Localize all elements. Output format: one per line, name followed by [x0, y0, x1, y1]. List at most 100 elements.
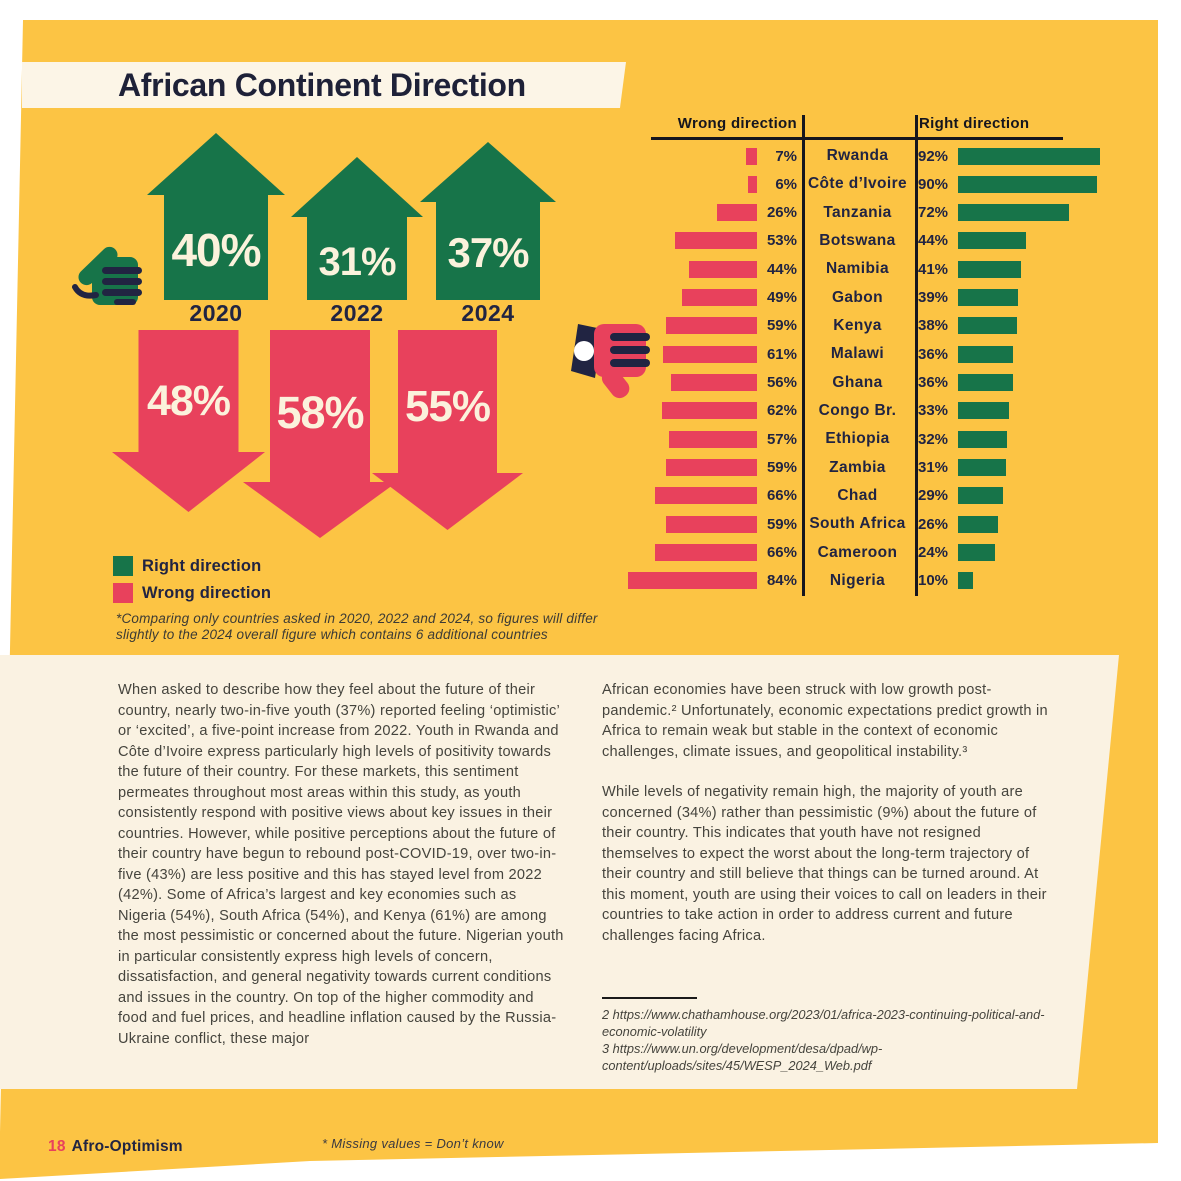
- article-right-column: African economies have been struck with …: [602, 680, 1050, 966]
- right-direction-cell: 92%: [918, 142, 1110, 170]
- wrong-direction-bar: [681, 289, 757, 307]
- wrong-direction-cell: 59%: [628, 312, 797, 340]
- right-direction-arrow: 40%: [147, 133, 285, 300]
- title-banner: African Continent Direction: [22, 62, 626, 108]
- wrong-direction-arrow: 55%: [372, 330, 523, 530]
- column-divider: [802, 115, 805, 596]
- right-direction-value: 39%: [918, 289, 949, 307]
- wrong-direction-arrow: 58%: [243, 330, 397, 538]
- country-label: Rwanda: [826, 147, 889, 164]
- right-direction-arrow: 37%: [420, 142, 556, 300]
- table-row: 66% Chad 29%: [628, 482, 1110, 510]
- right-direction-arrow: 31%: [291, 157, 423, 300]
- right-direction-cell: 33%: [918, 397, 1110, 425]
- right-direction-value: 38%: [918, 317, 949, 335]
- article-left-column: When asked to describe how they feel abo…: [118, 680, 566, 1069]
- right-direction-cell: 38%: [918, 312, 1110, 340]
- page-footer: 18 Afro-Optimism: [48, 1138, 183, 1156]
- paragraph: African economies have been struck with …: [602, 682, 1048, 760]
- wrong-direction-bar: [666, 515, 757, 533]
- wrong-direction-value: 7%: [775, 147, 797, 165]
- wrong-direction-bar: [675, 232, 757, 250]
- right-direction-bar: [958, 147, 1100, 165]
- legend-swatch-right-direction: [113, 556, 133, 576]
- wrong-direction-cell: 57%: [628, 425, 797, 453]
- country-label: Cameroon: [817, 543, 898, 561]
- right-direction-cell: 39%: [918, 284, 1110, 312]
- thumbs-down-icon: [571, 324, 650, 399]
- right-direction-value: 92%: [918, 147, 949, 165]
- table-row: 56% Ghana 36%: [628, 369, 1110, 397]
- right-direction-bar: [958, 260, 1022, 278]
- thumbs-up-icon: [72, 246, 142, 305]
- wrong-direction-bar: [747, 175, 757, 193]
- wrong-direction-bar: [628, 572, 758, 590]
- report-title: Afro-Optimism: [71, 1138, 183, 1155]
- wrong-direction-cell: 44%: [628, 255, 797, 283]
- right-direction-value: 26%: [918, 515, 949, 533]
- wrong-direction-bar: [670, 374, 757, 392]
- wrong-direction-bar: [655, 544, 757, 562]
- wrong-direction-value: 61%: [766, 345, 797, 363]
- right-direction-value: 24%: [918, 544, 949, 562]
- country-label: Zambia: [829, 458, 886, 476]
- right-direction-cell: 36%: [918, 340, 1110, 368]
- table-row: 49% Gabon 39%: [628, 284, 1110, 312]
- page-title: African Continent Direction: [118, 67, 526, 103]
- country-label: Ethiopia: [825, 430, 890, 448]
- wrong-direction-value: 66%: [766, 487, 797, 505]
- right-direction-bar: [958, 402, 1009, 420]
- right-direction-cell: 44%: [918, 227, 1110, 255]
- paragraph: While levels of negativity remain high, …: [602, 784, 1047, 944]
- footnote-divider: [602, 997, 697, 999]
- arrow-value-label: 58%: [276, 387, 364, 438]
- wrong-direction-value: 59%: [766, 515, 797, 533]
- wrong-direction-cell: 66%: [628, 482, 797, 510]
- wrong-direction-value: 66%: [766, 544, 797, 562]
- right-direction-bar: [958, 232, 1026, 250]
- column-header-right: Right direction: [919, 115, 1030, 132]
- country-label: Kenya: [833, 316, 882, 334]
- wrong-direction-arrow: 48%: [112, 330, 265, 512]
- wrong-direction-bar: [669, 430, 757, 448]
- legend-item-wrong-direction: Wrong direction: [113, 582, 271, 604]
- arrow-value-label: 40%: [171, 224, 261, 276]
- wrong-direction-value: 49%: [766, 289, 797, 307]
- right-direction-value: 10%: [918, 572, 949, 590]
- right-direction-cell: 10%: [918, 567, 1110, 595]
- wrong-direction-value: 53%: [766, 232, 797, 250]
- footnote-reference: 3 https://www.un.org/development/desa/dp…: [602, 1041, 883, 1073]
- wrong-direction-cell: 84%: [628, 567, 797, 595]
- wrong-direction-value: 6%: [775, 175, 797, 193]
- wrong-direction-bar: [689, 260, 757, 278]
- country-label: South Africa: [809, 515, 906, 533]
- right-direction-cell: 26%: [918, 510, 1110, 538]
- wrong-direction-bar: [661, 402, 757, 420]
- right-direction-bar: [958, 175, 1097, 193]
- right-direction-bar: [958, 374, 1014, 392]
- country-label: Ghana: [832, 373, 883, 391]
- right-direction-cell: 90%: [918, 170, 1110, 198]
- legend-label: Right direction: [142, 556, 262, 575]
- wrong-direction-bar: [655, 487, 757, 505]
- wrong-direction-bar: [746, 147, 757, 165]
- wrong-direction-cell: 66%: [628, 539, 797, 567]
- wrong-direction-cell: 61%: [628, 340, 797, 368]
- table-row: 57% Ethiopia 32%: [628, 425, 1110, 453]
- table-row: 53% Botswana 44%: [628, 227, 1110, 255]
- paragraph: When asked to describe how they feel abo…: [118, 682, 564, 1047]
- wrong-direction-value: 44%: [766, 260, 797, 278]
- right-direction-cell: 24%: [918, 539, 1110, 567]
- header-underline: [651, 137, 1063, 140]
- table-row: 6% Côte d’Ivoire 90%: [628, 170, 1110, 198]
- legend-label: Wrong direction: [142, 583, 272, 602]
- right-direction-bar: [958, 487, 1003, 505]
- right-direction-bar: [958, 345, 1014, 363]
- wrong-direction-value: 62%: [766, 402, 797, 420]
- table-row: 84% Nigeria 10%: [628, 567, 1110, 595]
- table-row: 62% Congo Br. 33%: [628, 397, 1110, 425]
- right-direction-cell: 32%: [918, 425, 1110, 453]
- wrong-direction-bar: [666, 459, 757, 477]
- direction-by-country-chart: Wrong direction Right direction 7% Rwand…: [628, 112, 1110, 604]
- right-direction-bar: [958, 289, 1019, 307]
